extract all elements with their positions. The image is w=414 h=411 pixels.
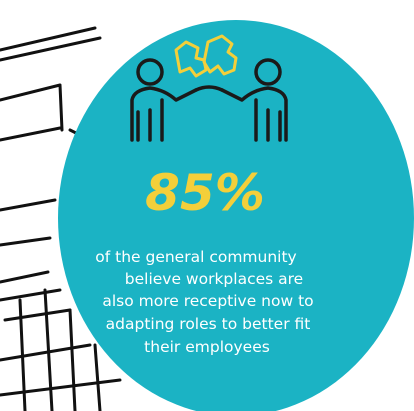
description-line: of the general community — [95, 248, 296, 266]
icon-people-puzzle — [130, 34, 288, 142]
description-line: also more receptive now to — [102, 292, 313, 310]
description-line: believe workplaces are — [125, 270, 303, 288]
sketch-bricks — [0, 26, 122, 411]
description-line: their employees — [144, 338, 270, 356]
description-line: adapting roles to better fit — [106, 315, 311, 333]
background-blob — [58, 20, 414, 411]
stat-value: 85% — [145, 164, 265, 222]
